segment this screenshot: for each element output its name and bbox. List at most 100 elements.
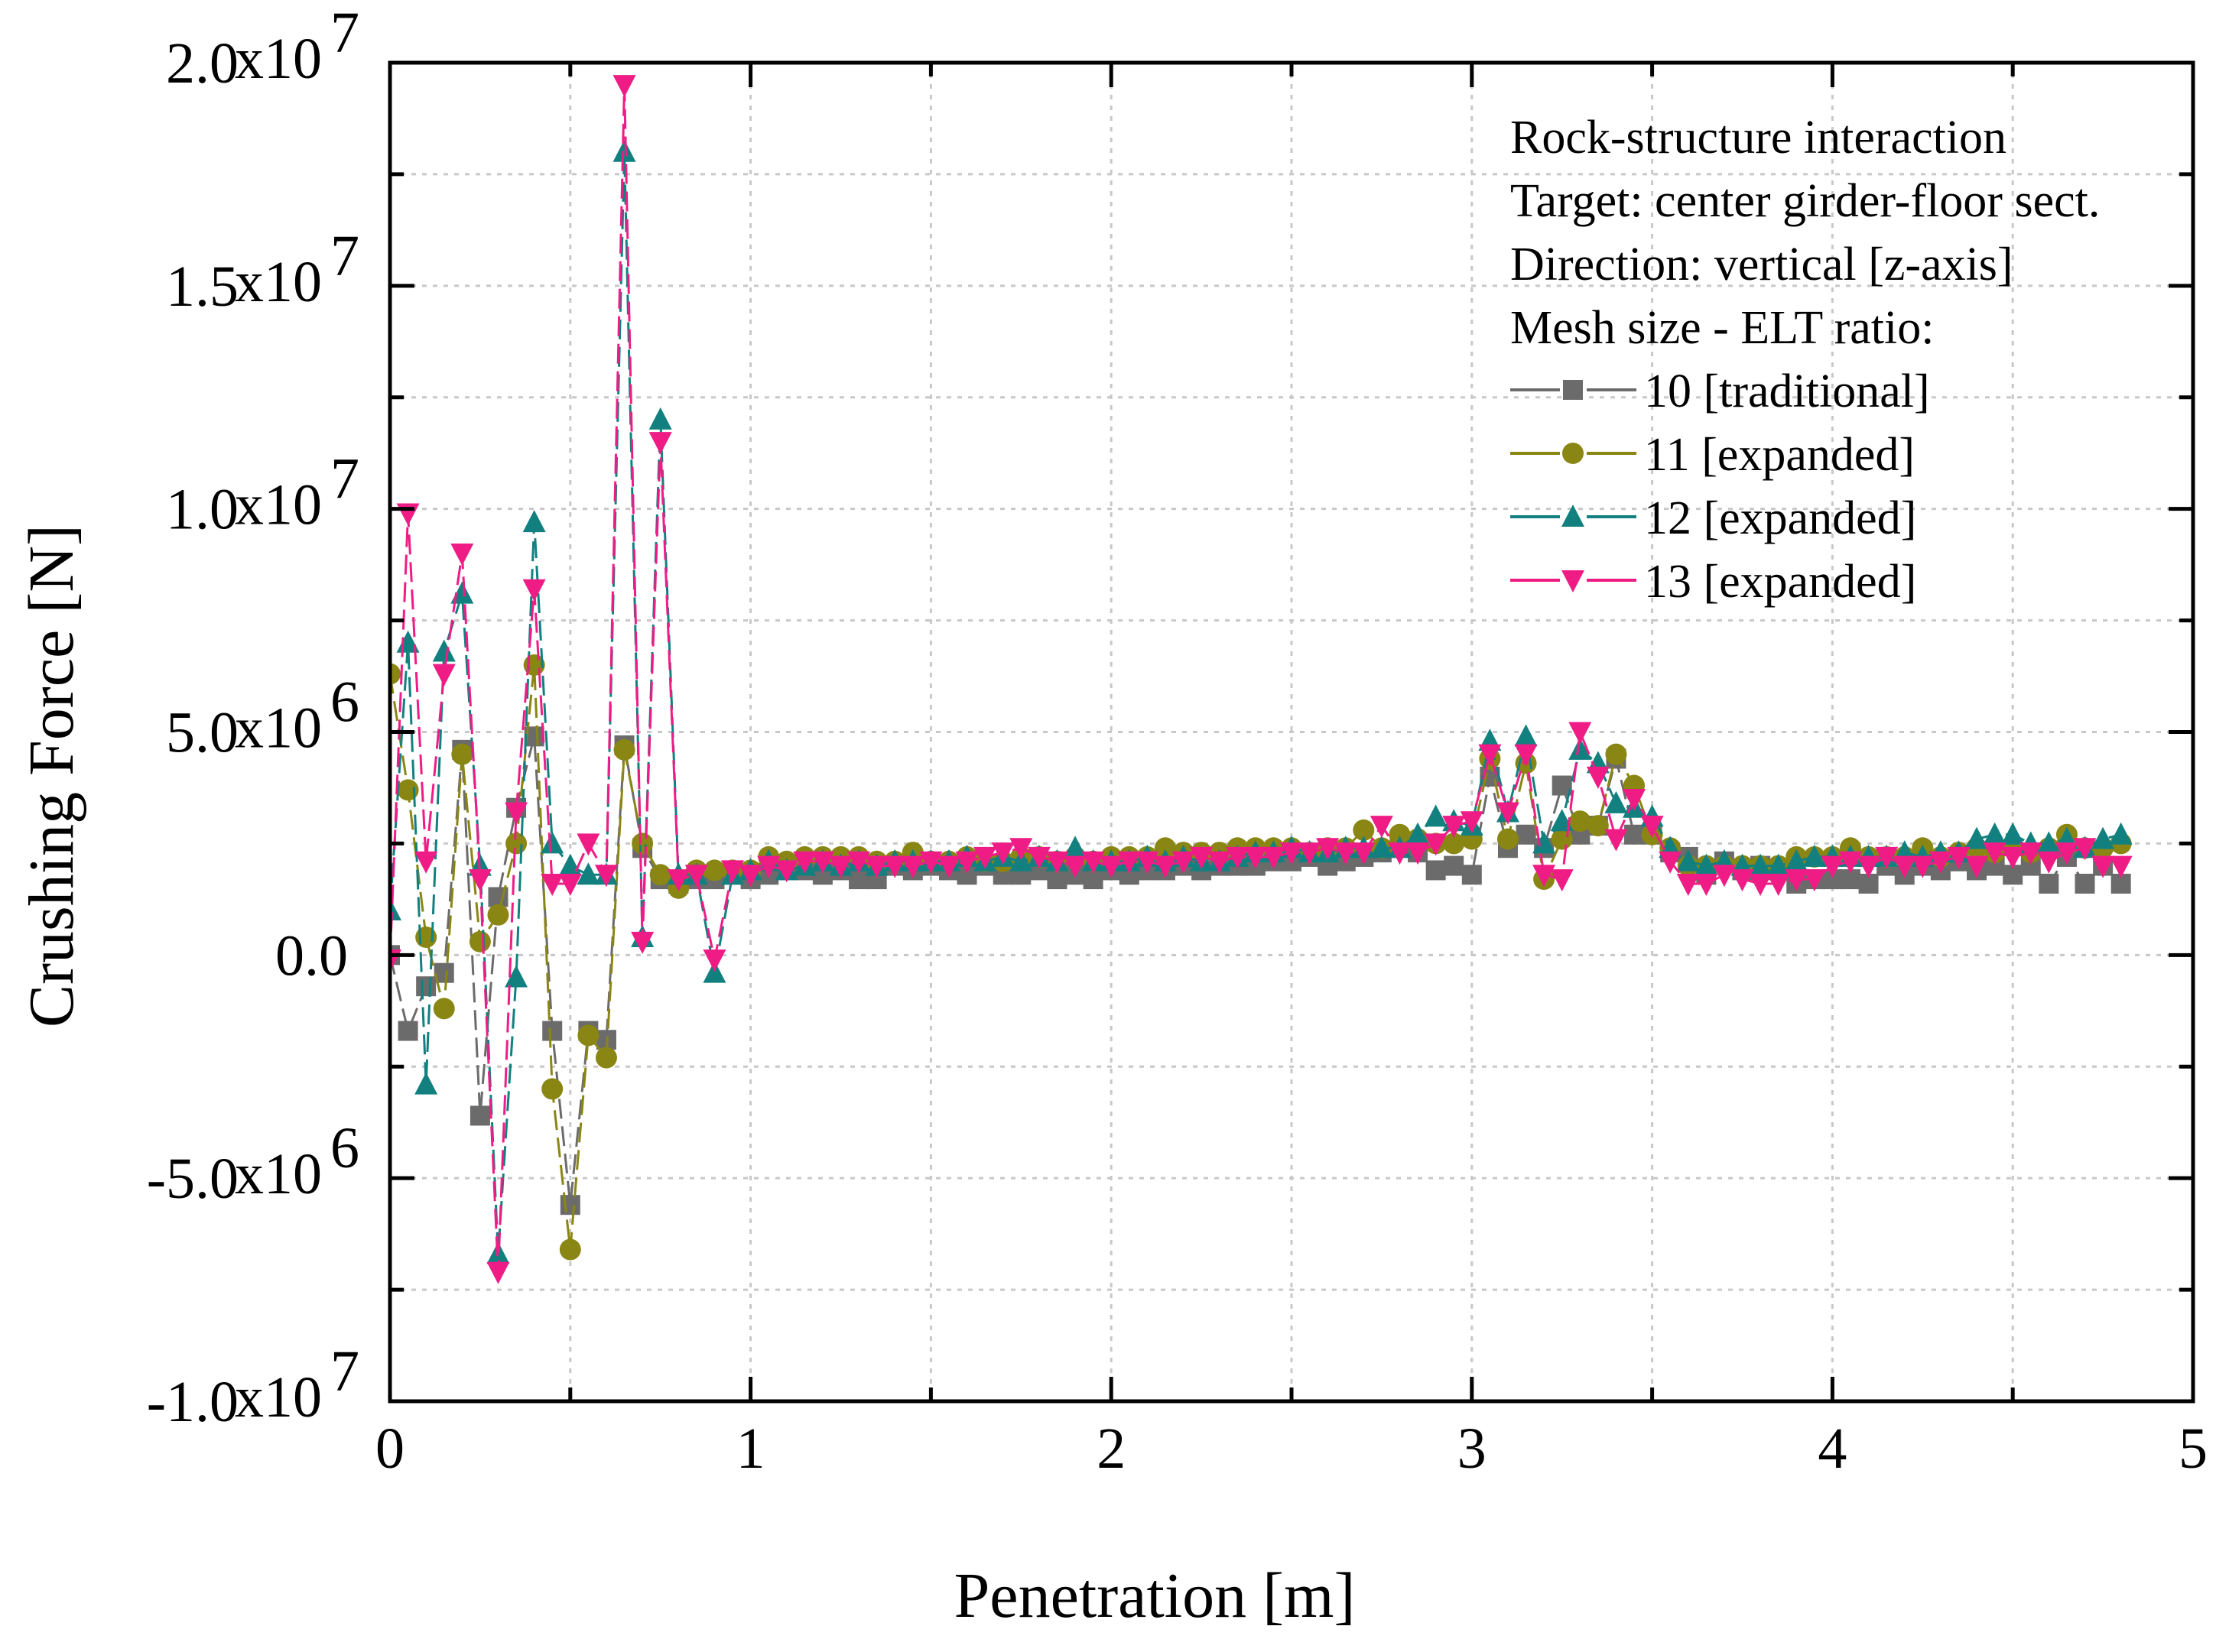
- data-point: [1444, 855, 1464, 876]
- data-point: [433, 998, 455, 1020]
- data-point: [1983, 842, 2006, 865]
- data-point: [1550, 869, 1574, 892]
- data-point: [1965, 855, 1989, 878]
- y-tick-exponent: 7: [330, 447, 359, 511]
- data-point: [414, 851, 438, 874]
- data-point: [919, 851, 943, 874]
- data-point: [2075, 873, 2095, 894]
- data-point: [811, 851, 834, 874]
- data-point: [847, 851, 871, 874]
- data-point: [667, 869, 690, 892]
- y-tick-mantissa: 5.0: [166, 701, 239, 765]
- data-point: [973, 846, 997, 869]
- y-tick-exponent: 6: [330, 670, 359, 735]
- data-point: [1623, 789, 1646, 812]
- data-point: [1514, 724, 1538, 747]
- data-point: [2037, 851, 2061, 874]
- data-point: [487, 904, 509, 926]
- data-point: [1136, 851, 1159, 874]
- data-point: [1280, 842, 1303, 865]
- data-point: [648, 407, 672, 430]
- data-point: [398, 1021, 418, 1041]
- x-tick-label: 1: [736, 1417, 765, 1481]
- data-point: [1370, 836, 1393, 858]
- x-tick-label: 0: [375, 1417, 405, 1481]
- data-point: [612, 139, 636, 162]
- legend-annotation-line: Direction: vertical [z-axis]: [1510, 239, 2013, 290]
- y-tick-exponent: 6: [330, 1116, 359, 1180]
- data-point: [829, 855, 853, 878]
- legend-label: 10 [traditional]: [1644, 365, 1930, 417]
- legend-label: 13 [expanded]: [1644, 556, 1916, 608]
- data-point: [1262, 846, 1285, 869]
- legend-marker: [1561, 505, 1584, 527]
- data-point: [1207, 851, 1231, 874]
- legend-label: 12 [expanded]: [1644, 492, 1916, 544]
- data-point: [1424, 833, 1448, 856]
- data-point: [450, 544, 474, 566]
- legend-entry: 10 [traditional]: [1510, 365, 1930, 417]
- legend-marker: [1563, 380, 1583, 400]
- data-point: [2073, 838, 2097, 861]
- data-point: [703, 949, 726, 972]
- y-tick-base: x10: [235, 27, 322, 91]
- data-point: [560, 1195, 580, 1215]
- x-tick-label: 3: [1457, 1417, 1487, 1481]
- series-13: [390, 75, 2133, 1284]
- x-tick-label: 2: [1097, 1417, 1126, 1481]
- y-tick-base: x10: [235, 696, 322, 761]
- y-axis-title: Crushing Force [N]: [16, 524, 87, 1027]
- data-point: [1983, 822, 2006, 845]
- legend-entry: 11 [expanded]: [1510, 429, 1915, 481]
- data-point: [1045, 851, 1069, 874]
- y-tick-mantissa: -1.0: [147, 1370, 239, 1434]
- data-point: [1100, 855, 1123, 878]
- data-point: [542, 1021, 563, 1041]
- legend-annotation-line: Target: center girder-floor sect.: [1510, 175, 2100, 227]
- data-point: [1712, 865, 1736, 888]
- data-point: [595, 1047, 617, 1069]
- data-point: [416, 976, 437, 997]
- data-point: [468, 869, 492, 892]
- data-point: [632, 832, 654, 855]
- data-point: [1009, 849, 1033, 871]
- x-tick-labels: 0 1 2 3 4 5: [375, 1417, 2208, 1481]
- data-point: [1640, 816, 1664, 839]
- data-point: [559, 1238, 581, 1261]
- data-point: [1514, 744, 1538, 767]
- x-tick-label: 5: [2179, 1417, 2208, 1481]
- data-point: [757, 855, 781, 878]
- data-point: [577, 1024, 599, 1047]
- data-point: [1406, 842, 1430, 865]
- data-point: [1749, 853, 1772, 876]
- data-point: [1081, 851, 1105, 874]
- data-point: [1676, 873, 1700, 896]
- data-point: [1009, 838, 1033, 861]
- data-point: [739, 865, 762, 888]
- data-point: [432, 664, 456, 686]
- data-point: [1749, 873, 1772, 896]
- series-layer: [390, 75, 2133, 1284]
- data-point: [1461, 865, 1482, 885]
- data-point: [1694, 853, 1718, 876]
- data-point: [1766, 853, 1790, 876]
- data-point: [703, 859, 726, 881]
- data-point: [1838, 851, 1862, 874]
- data-point: [613, 738, 635, 761]
- y-tick-base: x10: [235, 1365, 322, 1430]
- data-point: [612, 75, 636, 98]
- data-point: [1353, 819, 1375, 841]
- data-point: [1478, 744, 1502, 767]
- data-point: [397, 779, 419, 801]
- data-point: [649, 864, 671, 886]
- data-point: [775, 860, 798, 883]
- data-point: [1586, 766, 1610, 789]
- y-tick-exponent: 7: [330, 1339, 359, 1404]
